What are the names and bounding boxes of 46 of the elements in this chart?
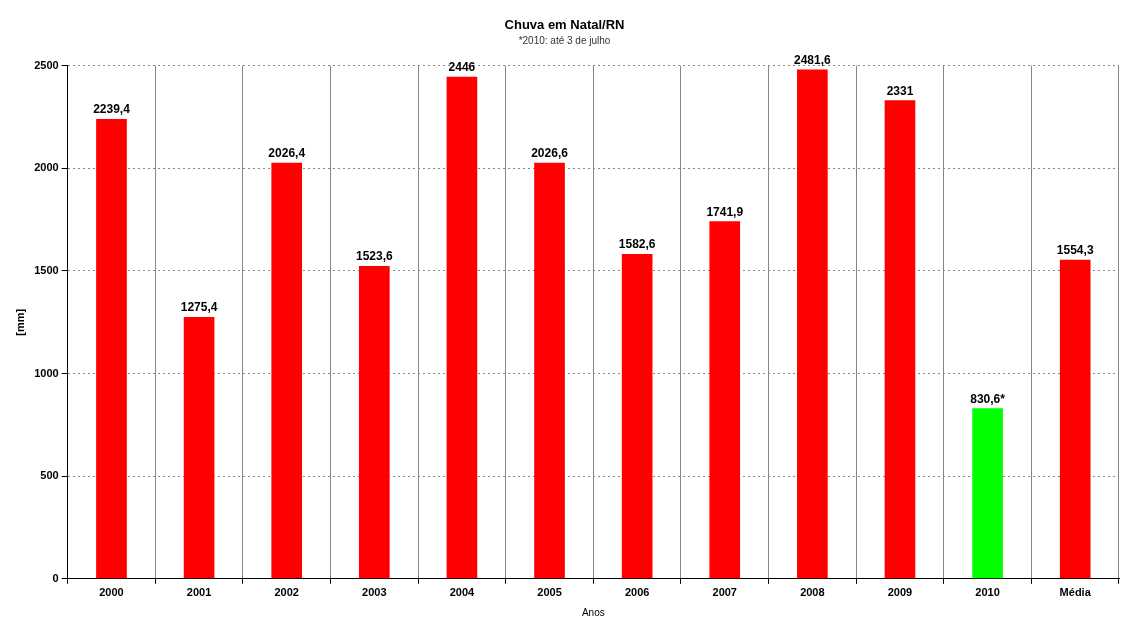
bar [534, 162, 565, 579]
x-axis-title: Anos [581, 606, 605, 618]
x-tick-label: Média [1059, 586, 1092, 599]
data-label: 2026,6 [531, 146, 569, 161]
chart-title: Chuva em Natal/RN [504, 17, 625, 33]
bar [621, 253, 653, 579]
bar [183, 316, 215, 579]
x-tick-label: 2005 [537, 586, 562, 599]
data-label: 2026,4 [268, 146, 306, 161]
data-label: 2481,6 [794, 52, 832, 67]
data-label: 1741,9 [706, 204, 744, 219]
data-label: 1582,6 [618, 237, 656, 252]
x-tick-label: 2000 [99, 586, 124, 599]
bar [972, 408, 1003, 579]
x-tick-label: 2001 [186, 586, 212, 599]
x-tick-label: 2010 [975, 586, 1000, 599]
data-label: 2331 [886, 83, 914, 98]
data-label: 2239,4 [93, 102, 131, 117]
x-tick-label: 2009 [887, 586, 913, 599]
bar [884, 100, 916, 579]
y-tick-label: 1500 [34, 263, 59, 276]
data-label: 1275,4 [180, 300, 218, 315]
x-tick-label: 2006 [624, 586, 650, 599]
x-tick-label: 2008 [800, 586, 825, 599]
y-tick-label: 2000 [34, 161, 59, 174]
bar [797, 69, 828, 579]
y-tick-label: 1000 [34, 366, 59, 379]
y-tick-label: 500 [40, 469, 59, 482]
data-label: 1554,3 [1056, 243, 1094, 258]
x-tick-label: 2007 [712, 586, 737, 599]
bar [96, 119, 127, 579]
x-tick-label: 2004 [449, 586, 476, 599]
x-tick-label: 2003 [362, 586, 387, 599]
y-axis-title: [mm] [13, 308, 26, 336]
bar [446, 76, 478, 579]
chart-subtitle: *2010: até 3 de julho [518, 35, 611, 47]
x-tick-label: 2002 [274, 586, 299, 599]
data-label: 2446 [448, 60, 476, 74]
y-tick-label: 0 [52, 571, 59, 584]
data-label: 1523,6 [355, 249, 393, 264]
bar [709, 221, 741, 579]
y-tick-label: 2500 [34, 58, 59, 71]
bar [1059, 259, 1091, 579]
data-label: 830,6* [970, 391, 1006, 406]
bar [271, 162, 303, 579]
bar [358, 266, 390, 579]
